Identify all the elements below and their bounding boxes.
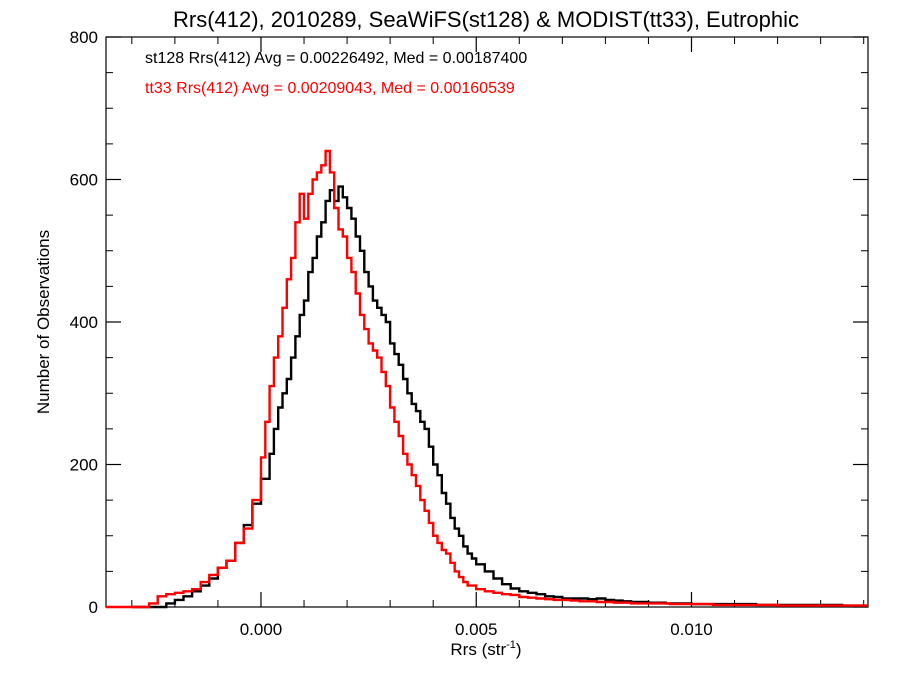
axis-ticks: 0 200 400 600 800 0.000 0.005 0.010 [70, 28, 868, 639]
x-axis-label-main: Rrs (str [450, 640, 506, 659]
histogram-series [106, 149, 868, 609]
y-axis-label: Number of Observations [34, 230, 53, 414]
x-axis-label-end: ) [516, 640, 522, 659]
st128-histogram-line [131, 185, 868, 609]
x-axis-label: Rrs (str-1) [450, 639, 521, 659]
annotation-st128-stats: st128 Rrs(412) Avg = 0.00226492, Med = 0… [145, 50, 527, 67]
y-tick-label: 600 [70, 171, 98, 190]
x-tick-label: 0.005 [455, 620, 498, 639]
x-axis-label-superscript: -1 [506, 639, 516, 651]
tt33-histogram-line [106, 149, 868, 609]
annotation-tt33-stats: tt33 Rrs(412) Avg = 0.00209043, Med = 0.… [145, 80, 515, 97]
plot-frame [105, 36, 869, 608]
y-tick-label: 0 [89, 598, 98, 617]
x-tick-label: 0.000 [240, 620, 283, 639]
chart-title: Rrs(412), 2010289, SeaWiFS(st128) & MODI… [173, 7, 799, 32]
x-tick-label: 0.010 [670, 620, 713, 639]
y-tick-label: 200 [70, 456, 98, 475]
y-tick-label: 400 [70, 313, 98, 332]
y-tick-label: 800 [70, 28, 98, 47]
